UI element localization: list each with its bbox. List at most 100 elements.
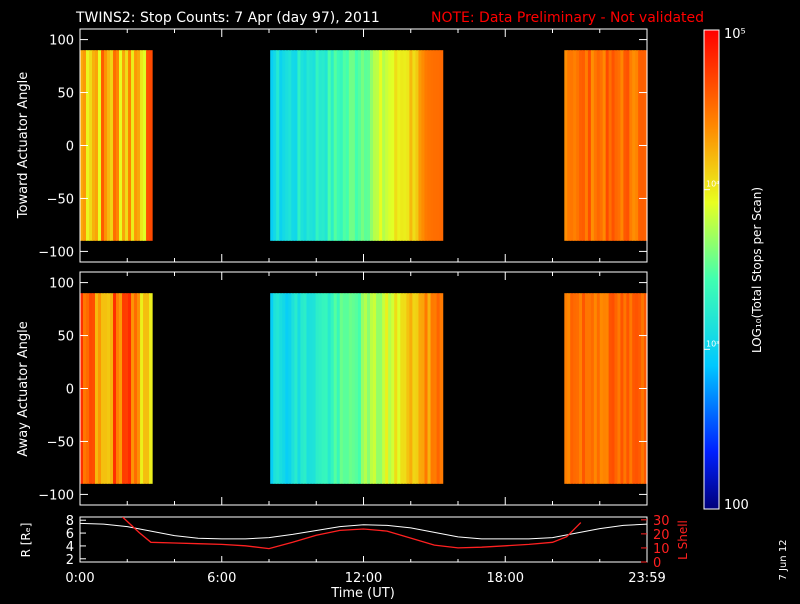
heatmap-strip	[297, 293, 302, 484]
heatmap-strip	[116, 50, 120, 241]
heatmap-strip	[131, 50, 135, 241]
heatmap-strip	[564, 293, 568, 484]
heatmap-strip	[330, 293, 335, 484]
heatmap-strip	[351, 293, 356, 484]
r-tick-label: 8	[66, 514, 74, 529]
heatmap-strip	[573, 50, 577, 241]
heatmap-strip	[101, 293, 105, 484]
heatmap-strip	[336, 50, 341, 241]
heatmap-strip	[288, 50, 292, 241]
heatmap-strip	[146, 50, 150, 241]
heatmap-strip	[315, 50, 320, 241]
heatmap-strip	[345, 50, 350, 241]
heatmap-strip	[321, 293, 326, 484]
l-shell-tick-label: 10	[653, 542, 670, 557]
heatmap-strip	[309, 293, 314, 484]
away-panel: 100 50 0 −50 −100 Away Actuator Angle	[16, 271, 648, 506]
heatmap-strip	[430, 293, 435, 484]
heatmap-strip	[632, 50, 636, 241]
heatmap-strip	[433, 50, 438, 241]
heatmap-strip	[617, 293, 622, 484]
heatmap-strip	[373, 50, 377, 241]
heatmap-strip	[590, 50, 595, 241]
heatmap-strip	[300, 293, 305, 484]
preliminary-note: NOTE: Data Preliminary - Not validated	[431, 10, 704, 26]
heatmap-strip	[285, 293, 289, 484]
heatmap-strip	[110, 293, 114, 484]
heatmap-strip	[89, 50, 93, 241]
heatmap-strip	[573, 293, 577, 484]
heatmap-strip	[360, 50, 365, 241]
heatmap-strip	[576, 50, 580, 241]
heatmap-strip	[119, 293, 123, 484]
l-shell-line	[122, 517, 582, 550]
y-tick-label: 50	[57, 330, 74, 345]
heatmap-strip	[418, 50, 423, 241]
heatmap-strip	[312, 293, 317, 484]
heatmap-strip	[611, 50, 616, 241]
heatmap-strip	[421, 50, 426, 241]
heatmap-strip	[632, 293, 636, 484]
r-tick-label: 2	[66, 553, 74, 568]
heatmap-strip	[330, 50, 335, 241]
heatmap-strip	[596, 50, 601, 241]
heatmap-strip	[567, 50, 571, 241]
l-shell-tick-label: 0	[653, 556, 661, 571]
time-tick-label: 12:00	[345, 571, 382, 586]
heatmap-strip	[614, 50, 619, 241]
heatmap-strip	[128, 50, 132, 241]
heatmap-strip	[409, 50, 413, 241]
heatmap-strip	[579, 50, 583, 241]
heatmap-strip	[128, 293, 132, 484]
colorbar-tick-label: 100	[724, 498, 749, 513]
heatmap-strip	[122, 293, 126, 484]
heatmap-strip	[370, 50, 374, 241]
heatmap-strip	[388, 50, 392, 241]
heatmap-strip	[282, 50, 286, 241]
colorbar-gradient	[703, 29, 720, 510]
heatmap-strip	[382, 50, 386, 241]
heatmap-strip	[297, 50, 302, 241]
heatmap-strip	[599, 293, 604, 484]
heatmap-strip	[391, 293, 395, 484]
heatmap-strip	[439, 293, 444, 484]
heatmap-strip	[282, 293, 286, 484]
heatmap-strip	[321, 50, 326, 241]
heatmap-strip	[140, 293, 144, 484]
y-tick-label: 0	[66, 140, 74, 155]
heatmap-strip	[406, 50, 410, 241]
heatmap-strip	[270, 50, 274, 241]
heatmap-strip	[385, 293, 389, 484]
l-shell-axis-label: L Shell	[676, 520, 690, 560]
heatmap-strip	[303, 50, 308, 241]
heatmap-strip	[137, 50, 141, 241]
heatmap-strip	[388, 293, 392, 484]
heatmap-strip	[576, 293, 580, 484]
time-tick-label: 6:00	[207, 571, 236, 586]
heatmap-strip	[134, 293, 138, 484]
away-ylabel: Away Actuator Angle	[16, 321, 31, 456]
heatmap-strip	[400, 50, 404, 241]
heatmap-strip	[602, 293, 607, 484]
toward-ylabel: Toward Actuator Angle	[16, 72, 31, 219]
heatmap-strip	[403, 50, 407, 241]
heatmap-strip	[436, 293, 441, 484]
heatmap-strip	[406, 293, 410, 484]
heatmap-strip	[587, 50, 592, 241]
heatmap-strip	[409, 293, 413, 484]
r-tick-label: 6	[66, 527, 74, 542]
heatmap-strip	[276, 50, 280, 241]
heatmap-strip	[391, 50, 395, 241]
heatmap-strip	[279, 293, 283, 484]
y-tick-label: 100	[49, 277, 74, 292]
heatmap-strip	[315, 293, 320, 484]
heatmap-strip	[400, 293, 404, 484]
heatmap-strip	[146, 293, 150, 484]
heatmap-strip	[394, 50, 398, 241]
heatmap-strip	[570, 50, 574, 241]
away-heatmap-segments	[80, 293, 648, 484]
heatmap-strip	[342, 50, 347, 241]
heatmap-strip	[608, 293, 613, 484]
heatmap-strip	[318, 293, 323, 484]
